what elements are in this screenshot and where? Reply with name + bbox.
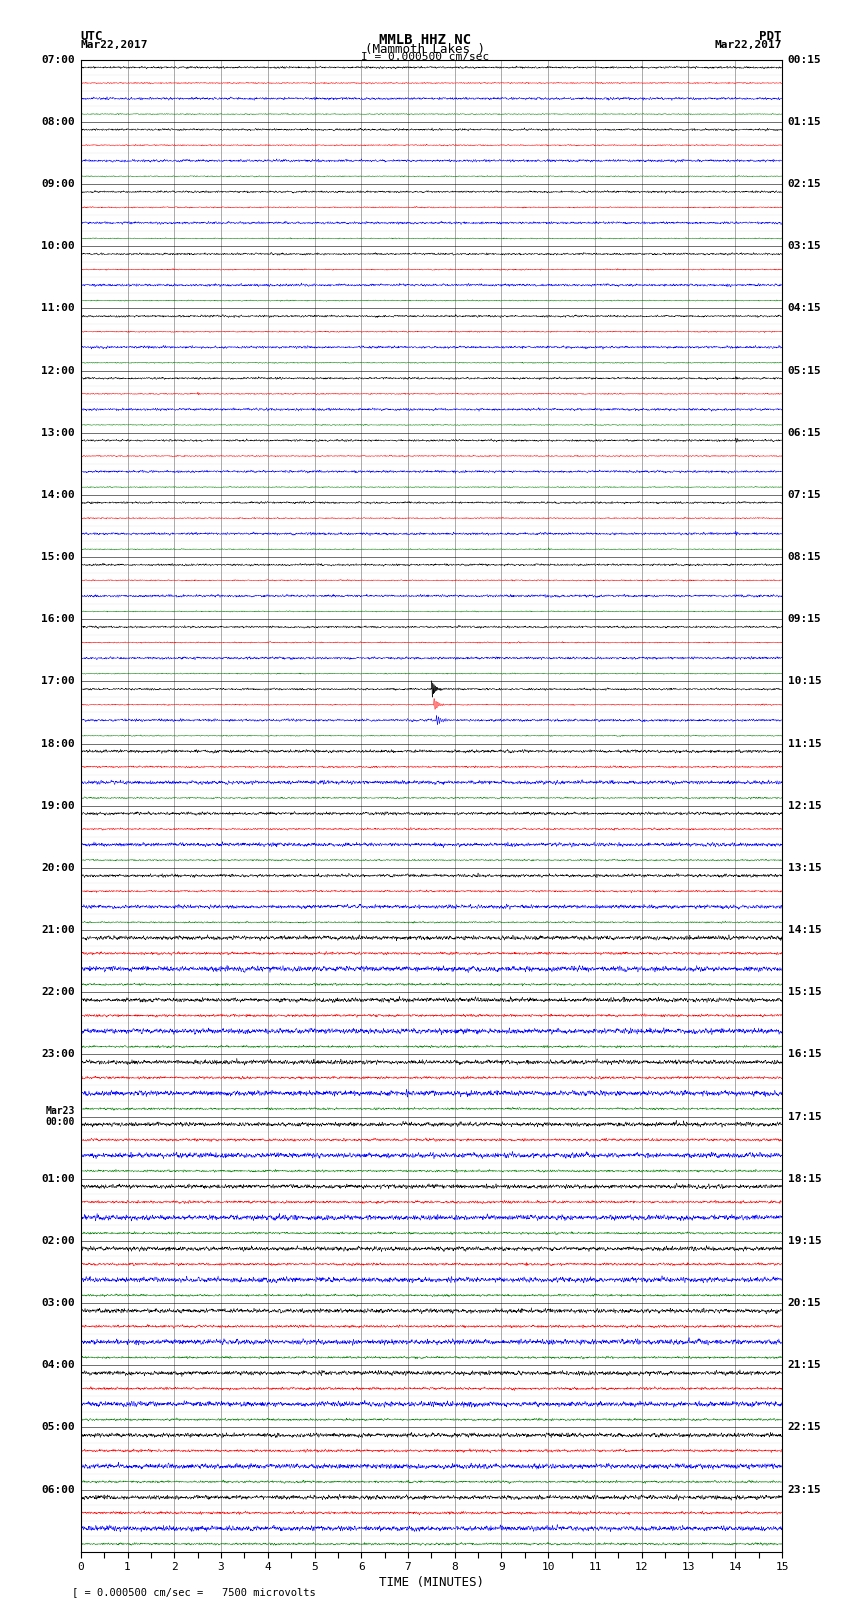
Text: 12:15: 12:15 xyxy=(788,800,821,811)
Text: PDT: PDT xyxy=(760,31,782,44)
Text: 22:15: 22:15 xyxy=(788,1423,821,1432)
Text: 06:15: 06:15 xyxy=(788,427,821,437)
Text: 20:00: 20:00 xyxy=(42,863,75,873)
Text: 08:00: 08:00 xyxy=(42,116,75,127)
Text: 05:15: 05:15 xyxy=(788,366,821,376)
Text: 16:00: 16:00 xyxy=(42,615,75,624)
Text: 09:15: 09:15 xyxy=(788,615,821,624)
Text: 13:15: 13:15 xyxy=(788,863,821,873)
Text: 10:15: 10:15 xyxy=(788,676,821,687)
Text: Mar23
00:00: Mar23 00:00 xyxy=(46,1107,75,1127)
Text: 14:00: 14:00 xyxy=(42,490,75,500)
Text: 23:15: 23:15 xyxy=(788,1484,821,1495)
Text: 22:00: 22:00 xyxy=(42,987,75,997)
Text: 16:15: 16:15 xyxy=(788,1050,821,1060)
Text: 07:00: 07:00 xyxy=(42,55,75,65)
Text: (Mammoth Lakes ): (Mammoth Lakes ) xyxy=(365,44,485,56)
Text: 12:00: 12:00 xyxy=(42,366,75,376)
X-axis label: TIME (MINUTES): TIME (MINUTES) xyxy=(379,1576,484,1589)
Text: Mar22,2017: Mar22,2017 xyxy=(715,39,782,50)
Text: 19:00: 19:00 xyxy=(42,800,75,811)
Text: 11:15: 11:15 xyxy=(788,739,821,748)
Text: 03:00: 03:00 xyxy=(42,1298,75,1308)
Text: 14:15: 14:15 xyxy=(788,924,821,936)
Text: 21:15: 21:15 xyxy=(788,1360,821,1369)
Text: 17:00: 17:00 xyxy=(42,676,75,687)
Text: 09:00: 09:00 xyxy=(42,179,75,189)
Text: UTC: UTC xyxy=(81,31,103,44)
Text: 18:00: 18:00 xyxy=(42,739,75,748)
Text: 11:00: 11:00 xyxy=(42,303,75,313)
Text: Mar22,2017: Mar22,2017 xyxy=(81,39,148,50)
Text: 21:00: 21:00 xyxy=(42,924,75,936)
Text: 04:00: 04:00 xyxy=(42,1360,75,1369)
Text: 08:15: 08:15 xyxy=(788,552,821,561)
Text: 15:15: 15:15 xyxy=(788,987,821,997)
Text: 07:15: 07:15 xyxy=(788,490,821,500)
Text: 06:00: 06:00 xyxy=(42,1484,75,1495)
Text: [ = 0.000500 cm/sec =   7500 microvolts: [ = 0.000500 cm/sec = 7500 microvolts xyxy=(72,1587,316,1597)
Text: 17:15: 17:15 xyxy=(788,1111,821,1121)
Text: 01:00: 01:00 xyxy=(42,1174,75,1184)
Text: 10:00: 10:00 xyxy=(42,242,75,252)
Text: 23:00: 23:00 xyxy=(42,1050,75,1060)
Text: 05:00: 05:00 xyxy=(42,1423,75,1432)
Text: 20:15: 20:15 xyxy=(788,1298,821,1308)
Text: 04:15: 04:15 xyxy=(788,303,821,313)
Text: 18:15: 18:15 xyxy=(788,1174,821,1184)
Text: 02:00: 02:00 xyxy=(42,1236,75,1245)
Text: 00:15: 00:15 xyxy=(788,55,821,65)
Text: MMLB HHZ NC: MMLB HHZ NC xyxy=(379,32,471,47)
Text: 19:15: 19:15 xyxy=(788,1236,821,1245)
Text: 15:00: 15:00 xyxy=(42,552,75,561)
Text: 03:15: 03:15 xyxy=(788,242,821,252)
Text: 01:15: 01:15 xyxy=(788,116,821,127)
Text: 02:15: 02:15 xyxy=(788,179,821,189)
Text: I = 0.000500 cm/sec: I = 0.000500 cm/sec xyxy=(361,52,489,63)
Text: 13:00: 13:00 xyxy=(42,427,75,437)
